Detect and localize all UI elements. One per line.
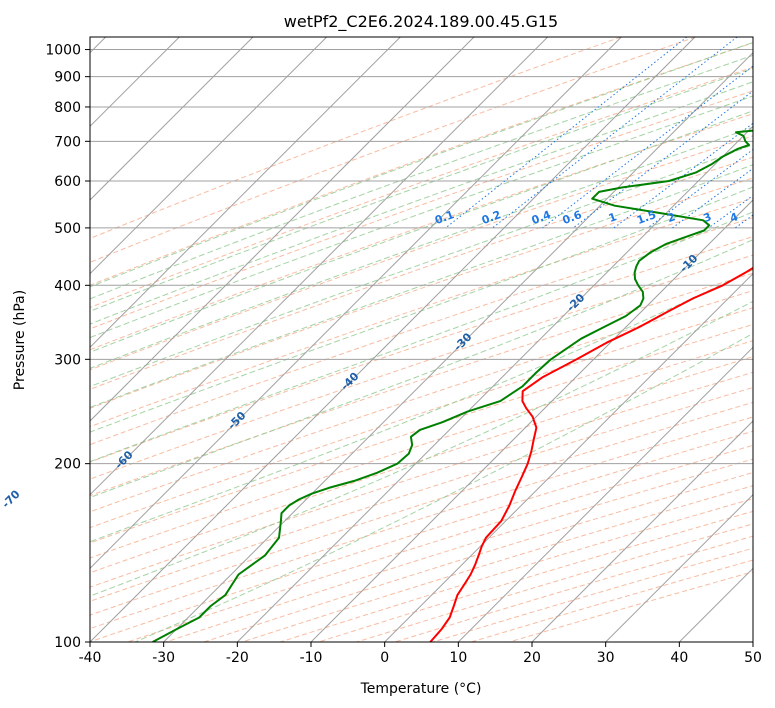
y-tick-label: 100 [54,635,81,651]
moist-adiabat [90,269,753,543]
y-tick-label: 900 [54,70,81,86]
x-tick-label: 10 [449,650,467,666]
y-tick-label: 200 [54,457,81,473]
dry-adiabat [90,42,753,286]
moist-adiabat [90,239,753,499]
x-tick-label: -20 [226,650,249,666]
y-tick-label: 300 [54,352,81,368]
dry-adiabat [90,323,753,544]
dry-adiabat [90,386,753,602]
isotherm-line [90,37,254,201]
y-tick-label: 500 [54,221,81,237]
moist-adiabat [90,126,753,369]
y-axis-label: Pressure (hPa) [12,290,28,390]
mixing-ratio-label: 0.1 [433,208,456,227]
isotherm-line [90,37,622,570]
dry-adiabat [90,272,753,497]
moist-adiabat [90,67,753,312]
mixing-ratio-label: 0.2 [480,208,503,227]
x-tick-label: 30 [597,650,615,666]
moist-adiabat [90,41,753,288]
y-tick-label: 800 [54,100,81,116]
mixing-ratio-label: 3 [702,210,714,225]
x-tick-label: 50 [744,650,762,666]
mixing-ratio-label: 0.6 [561,208,584,227]
mixing-ratio-label: 1.5 [635,208,658,227]
moist-adiabat [90,300,753,597]
moist-adiabat [90,186,753,433]
dry-adiabat [90,156,753,390]
dry-adiabat [90,290,753,513]
mixing-ratio-label: 4 [728,210,740,225]
mixing-ratio-line [445,37,688,229]
x-tick-label: 40 [670,650,688,666]
dry-adiabat [90,113,753,351]
isotherm-line [384,272,753,642]
x-tick-label: 0 [380,650,389,666]
dry-adiabat [90,340,753,559]
temperature-profile [429,266,753,642]
isotherm-line [163,51,753,642]
dry-adiabat [90,356,753,574]
isotherm-line [90,37,401,349]
isotherm-line [605,493,753,642]
profiles [152,129,753,642]
dewpoint-profile [152,129,753,642]
dry-adiabat [90,66,753,309]
moist-adiabat [90,164,753,408]
y-tick-label: 700 [54,134,81,150]
dry-adiabat [90,254,753,480]
isotherm-line [90,37,475,422]
mixing-ratio-line [542,65,753,229]
x-axis-label: Temperature (°C) [360,681,482,697]
mixing-ratio-label: 1 [607,210,619,225]
x-tick-label: -40 [79,650,102,666]
mixing-ratio-label: 2 [665,210,677,225]
axes: -40 -30 -20 -10 0 10 20 30 40 50 100 200 300 400 500 60… [45,43,762,666]
y-tick-label: 600 [54,174,81,190]
dry-adiabat [90,307,753,529]
isotherm-line [457,346,753,642]
moist-adiabat [90,54,753,300]
x-tick-label: 20 [523,650,541,666]
moist-adiabat [90,211,753,463]
isotherm-line [236,125,753,642]
y-tick-label: 400 [54,278,81,294]
dry-adiabat [90,177,753,409]
isotherm-line [90,37,696,642]
x-tick-label: -30 [152,650,175,666]
isotherm-line [90,37,328,275]
dry-adiabat [90,37,622,239]
isotherm-line [531,420,753,642]
moist-adiabat [90,144,753,388]
chart-title: wetPf2_C2E6.2024.189.00.45.G15 [284,12,558,32]
moist-adiabat [90,81,753,325]
y-tick-label: 1000 [45,43,81,59]
plot-frame [89,36,754,643]
dry-adiabat [90,371,753,588]
x-tick-label: -10 [300,650,323,666]
mixing-ratio-line [613,122,753,229]
mixing-ratio-label: 0.4 [530,208,553,227]
moist-adiabat [134,332,753,642]
isotherm-line [90,37,549,496]
